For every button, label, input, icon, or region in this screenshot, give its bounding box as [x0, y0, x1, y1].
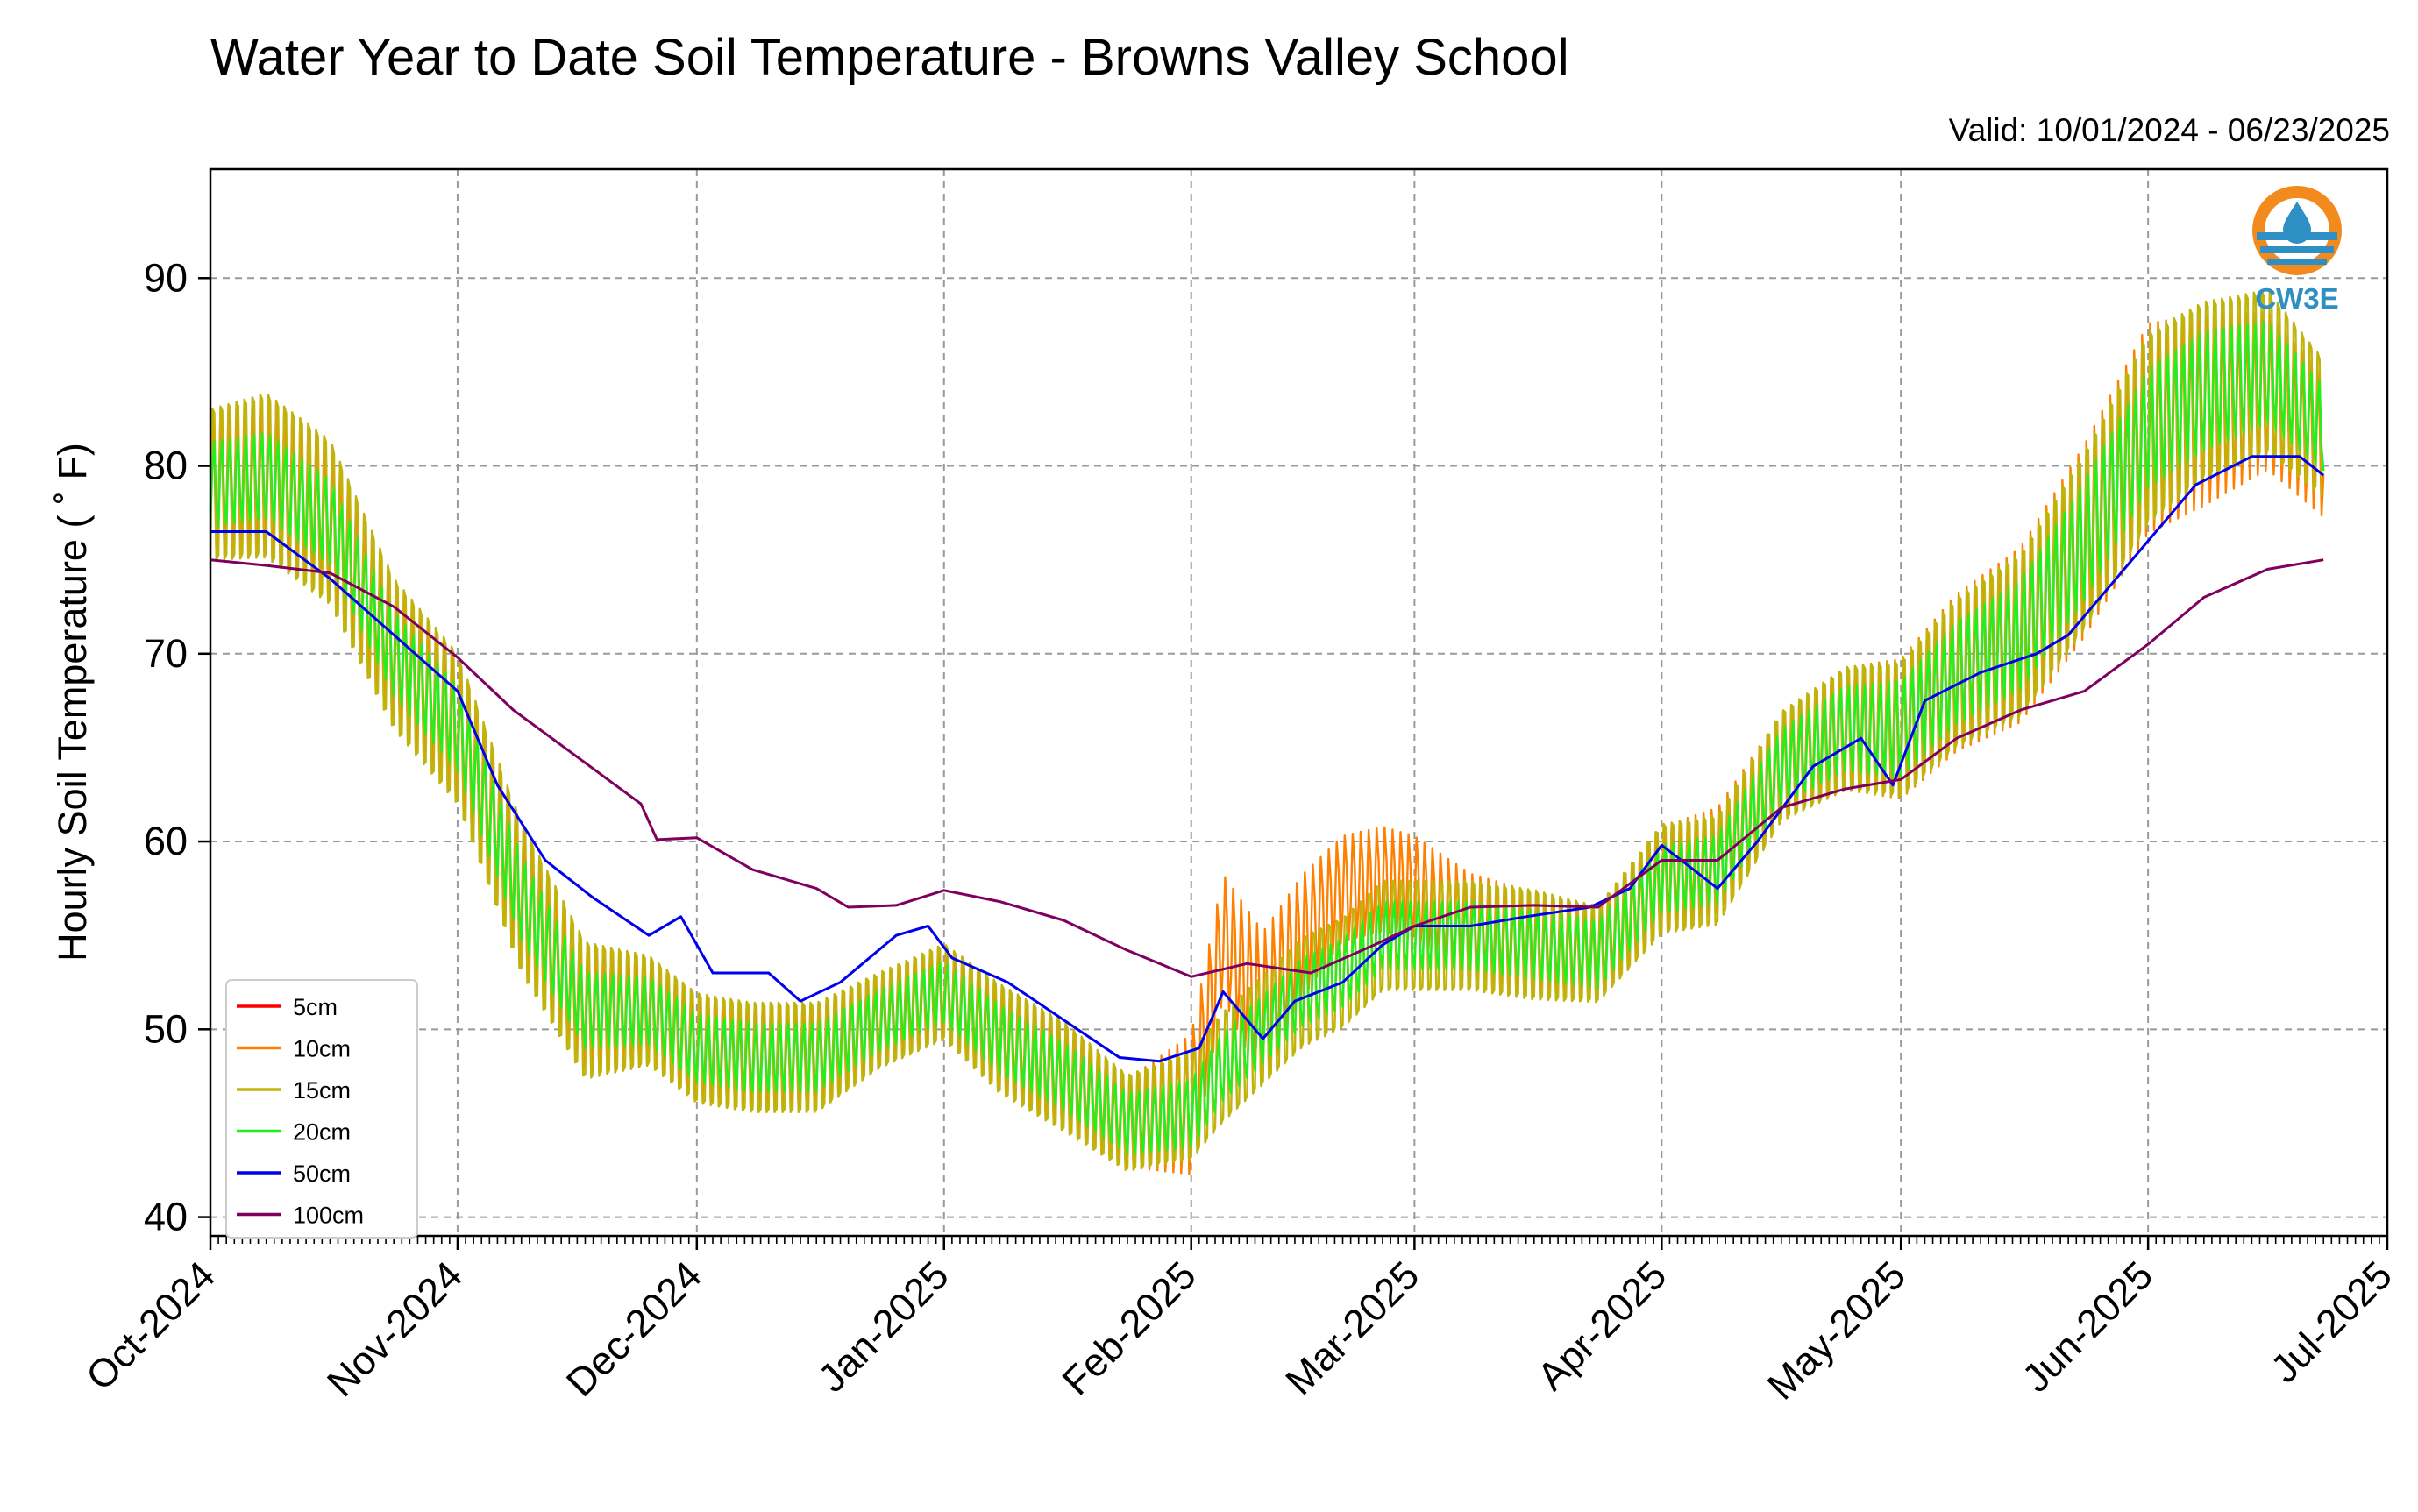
series-line-100cm: [210, 558, 2324, 978]
water-drop-icon: [2283, 202, 2311, 244]
logo-text: CW3E: [2255, 282, 2338, 315]
x-tick-label: May-2025: [1759, 1253, 1915, 1409]
x-tick-label: Dec-2024: [558, 1253, 710, 1405]
y-axis-label: Hourly Soil Temperature ( ˚ F): [50, 443, 95, 962]
y-tick-label: 70: [144, 631, 188, 676]
x-tick-label: Nov-2024: [318, 1253, 471, 1405]
legend-label-5cm: 5cm: [293, 994, 338, 1020]
y-tick-label: 80: [144, 444, 188, 488]
valid-date-range: Valid: 10/01/2024 - 06/23/2025: [1948, 112, 2390, 148]
grid-lines: [210, 169, 2387, 1236]
series-lines: [209, 289, 2325, 1175]
series-line-15cm: [209, 289, 2325, 1171]
legend-label-10cm: 10cm: [293, 1036, 351, 1062]
legend-label-50cm: 50cm: [293, 1161, 351, 1187]
chart-title: Water Year to Date Soil Temperature - Br…: [210, 29, 1569, 86]
x-minor-ticks: [217, 1236, 2380, 1244]
legend-label-20cm: 20cm: [293, 1119, 351, 1146]
cw3e-logo: CW3E: [2252, 186, 2342, 315]
legend-label-15cm: 15cm: [293, 1077, 351, 1104]
logo-ring: [2252, 186, 2342, 275]
series-line-20cm: [209, 320, 2325, 1155]
x-tick-label: Jan-2025: [809, 1253, 957, 1401]
x-tick-label: Apr-2025: [1528, 1253, 1675, 1399]
plot-frame: [209, 167, 2389, 1238]
logo-wave-3: [2267, 259, 2327, 265]
y-tick-label: 50: [144, 1006, 188, 1051]
legend: 5cm 10cm 15cm 20cm 50cm 100cm: [225, 979, 418, 1239]
y-tick-label: 60: [144, 819, 188, 863]
y-tick-label: 40: [144, 1195, 188, 1239]
x-tick-label: Jun-2025: [2013, 1253, 2161, 1401]
y-tick-label: 90: [144, 255, 188, 300]
x-tick-label: Oct-2024: [77, 1253, 224, 1399]
series-line-10cm: [209, 311, 2325, 1175]
legend-label-100cm: 100cm: [293, 1203, 364, 1229]
logo-wave-2: [2260, 246, 2334, 253]
x-tick-label: Jul-2025: [2262, 1253, 2400, 1391]
x-tick-label: Feb-2025: [1054, 1253, 1205, 1403]
x-tick-label: Mar-2025: [1277, 1253, 1427, 1403]
series-line-50cm: [210, 455, 2325, 1063]
